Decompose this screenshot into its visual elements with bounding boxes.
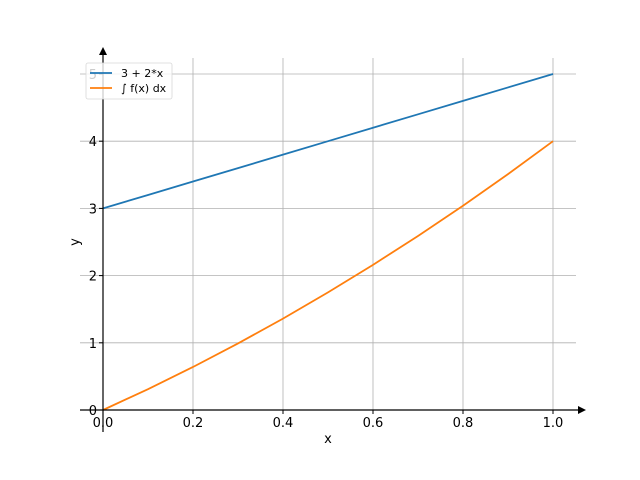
y-tick-label-3: 3 — [89, 202, 97, 217]
ticks: 0.00.20.40.60.81.0012345 — [89, 68, 564, 431]
x-tick-label-4: 0.8 — [453, 416, 474, 431]
grid — [80, 58, 576, 410]
x-axis-label: x — [324, 432, 332, 447]
y-tick-label-0: 0 — [89, 404, 97, 419]
series-lines — [102, 73, 554, 411]
x-tick-label-1: 0.2 — [183, 416, 204, 431]
x-tick-label-2: 0.4 — [273, 416, 294, 431]
x-tick-label-3: 0.6 — [363, 416, 384, 431]
axes — [80, 47, 586, 432]
y-tick-label-4: 4 — [89, 135, 97, 150]
legend-label-1: ∫ f(x) dx — [121, 82, 167, 95]
legend-box — [85, 62, 173, 100]
y-axis-label: y — [68, 238, 83, 246]
y-tick-label-2: 2 — [89, 270, 97, 285]
x-tick-label-0: 0.0 — [93, 416, 114, 431]
y-tick-label-1: 1 — [89, 337, 97, 352]
series-line-0 — [102, 73, 554, 210]
legend-label-0: 3 + 2*x — [121, 67, 164, 80]
y-axis-arrow — [99, 47, 107, 55]
x-axis-arrow — [578, 406, 586, 414]
legend: 3 + 2*x ∫ f(x) dx — [85, 62, 173, 100]
x-tick-label-5: 1.0 — [543, 416, 564, 431]
series-line-1 — [102, 140, 554, 411]
